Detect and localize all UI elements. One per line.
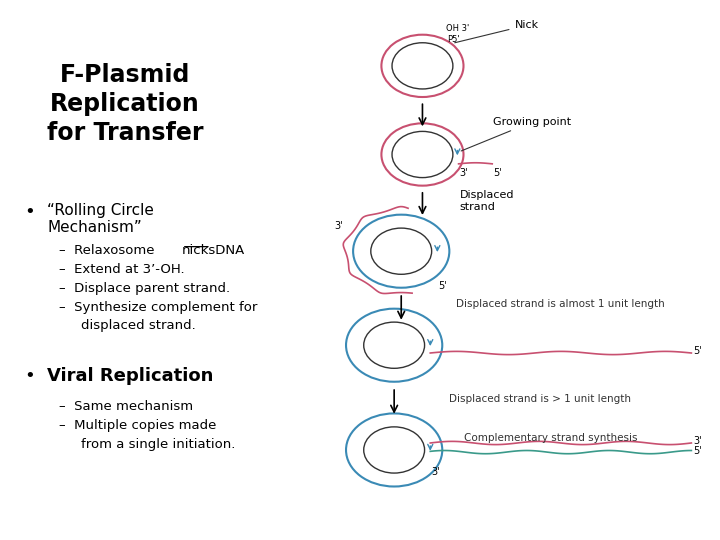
Text: Displaced
strand: Displaced strand [459, 190, 514, 212]
Text: –  Same mechanism: – Same mechanism [60, 400, 194, 413]
Text: 5': 5' [438, 281, 447, 291]
Text: Nick: Nick [455, 21, 539, 43]
Text: 3': 3' [334, 221, 343, 231]
Text: nicks: nicks [182, 244, 216, 257]
Text: •: • [24, 203, 35, 221]
Text: –  Relaxosome: – Relaxosome [60, 244, 159, 257]
Text: displaced strand.: displaced strand. [81, 320, 195, 333]
Text: •: • [24, 367, 35, 384]
Text: 3': 3' [459, 167, 468, 178]
Text: –  Displace parent strand.: – Displace parent strand. [60, 282, 230, 295]
Text: 5': 5' [693, 347, 702, 356]
Text: Viral Replication: Viral Replication [48, 367, 214, 384]
Text: 5': 5' [693, 446, 702, 456]
Text: Growing point: Growing point [461, 117, 572, 151]
Text: Displaced strand is almost 1 unit length: Displaced strand is almost 1 unit length [456, 300, 665, 309]
Text: 3': 3' [693, 436, 702, 446]
Text: 3': 3' [431, 467, 440, 477]
Text: from a single initiation.: from a single initiation. [81, 437, 235, 450]
Text: –  Extend at 3’-OH.: – Extend at 3’-OH. [60, 263, 185, 276]
Text: 5': 5' [493, 167, 502, 178]
Text: F-Plasmid
Replication
for Transfer: F-Plasmid Replication for Transfer [47, 63, 204, 145]
Text: –  Synthesize complement for: – Synthesize complement for [60, 301, 258, 314]
Text: P5': P5' [447, 35, 459, 44]
Text: Displaced strand is > 1 unit length: Displaced strand is > 1 unit length [449, 394, 631, 403]
Text: OH 3': OH 3' [446, 24, 469, 33]
Text: DNA: DNA [211, 244, 244, 257]
Text: Complementary strand synthesis: Complementary strand synthesis [464, 433, 637, 443]
Text: “Rolling Circle
Mechanism”: “Rolling Circle Mechanism” [48, 203, 154, 235]
Text: –  Multiple copies made: – Multiple copies made [60, 419, 217, 432]
